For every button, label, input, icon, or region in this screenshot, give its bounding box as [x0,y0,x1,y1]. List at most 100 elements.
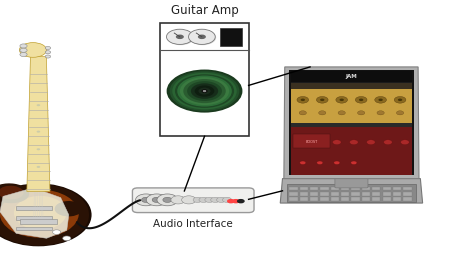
FancyBboxPatch shape [334,177,367,188]
Bar [341,192,349,196]
Polygon shape [283,67,418,179]
Circle shape [141,197,150,203]
Circle shape [146,194,167,206]
Circle shape [162,197,171,203]
Bar [309,197,318,201]
Circle shape [181,196,196,204]
Circle shape [37,148,40,150]
Bar [16,206,51,209]
Circle shape [187,81,221,101]
Bar [289,70,413,176]
Bar [392,192,400,196]
Bar [371,192,380,196]
Circle shape [183,79,225,103]
Bar [219,27,242,46]
Circle shape [167,30,193,45]
Ellipse shape [19,43,46,57]
Circle shape [202,90,206,92]
Bar [382,192,390,196]
Circle shape [179,77,229,105]
Bar [309,192,318,196]
Bar [20,219,56,224]
Bar [382,197,390,201]
Circle shape [332,140,341,145]
Bar [299,187,307,190]
Bar [392,197,400,201]
Circle shape [63,236,71,241]
Bar [341,187,349,190]
Circle shape [20,48,27,52]
Ellipse shape [55,201,83,216]
Circle shape [236,199,244,203]
Bar [320,197,328,201]
Circle shape [396,111,403,115]
Bar [371,187,380,190]
Circle shape [319,99,324,101]
Bar [351,197,359,201]
Circle shape [189,30,216,45]
Bar [382,187,390,190]
Circle shape [177,76,231,107]
Circle shape [152,197,161,203]
Circle shape [357,111,364,115]
Bar [330,197,338,201]
Bar [341,197,349,201]
Polygon shape [0,188,69,238]
Circle shape [299,111,306,115]
Circle shape [188,29,215,44]
Circle shape [37,104,40,106]
Circle shape [170,196,185,204]
Circle shape [349,140,357,145]
Text: BOOST: BOOST [304,140,317,144]
Circle shape [299,161,305,164]
Circle shape [204,197,213,203]
Circle shape [231,199,239,203]
Circle shape [193,197,202,203]
Circle shape [52,230,60,234]
Bar [290,83,411,123]
Circle shape [202,90,206,92]
Circle shape [190,83,218,99]
Circle shape [156,194,177,206]
Circle shape [377,99,382,101]
Circle shape [175,74,234,108]
Circle shape [194,86,214,97]
Text: Audio Interface: Audio Interface [153,219,233,229]
Circle shape [397,99,401,101]
Circle shape [300,99,304,101]
Circle shape [318,111,325,115]
Bar [299,197,307,201]
Circle shape [354,97,366,103]
Bar [290,127,411,175]
Bar [290,71,411,82]
Bar [351,192,359,196]
Bar [16,227,51,231]
Bar [290,83,411,89]
Circle shape [175,34,184,39]
Circle shape [45,55,51,58]
Bar [299,192,307,196]
Circle shape [333,161,339,164]
Circle shape [222,197,231,203]
Circle shape [198,197,207,203]
Circle shape [316,161,322,164]
Bar [289,187,297,190]
Circle shape [198,88,210,95]
Bar [16,216,51,220]
Circle shape [358,99,363,101]
Circle shape [366,140,374,145]
Circle shape [226,199,234,203]
Circle shape [374,97,386,103]
Bar [320,192,328,196]
Circle shape [45,51,51,54]
Text: Guitar Amp: Guitar Amp [170,4,238,17]
Bar [402,197,410,201]
Circle shape [201,89,207,93]
Circle shape [37,166,40,168]
Circle shape [296,97,308,103]
Circle shape [316,97,327,103]
FancyBboxPatch shape [132,188,253,213]
Bar [361,197,369,201]
Bar [392,187,400,190]
Bar [289,192,297,196]
